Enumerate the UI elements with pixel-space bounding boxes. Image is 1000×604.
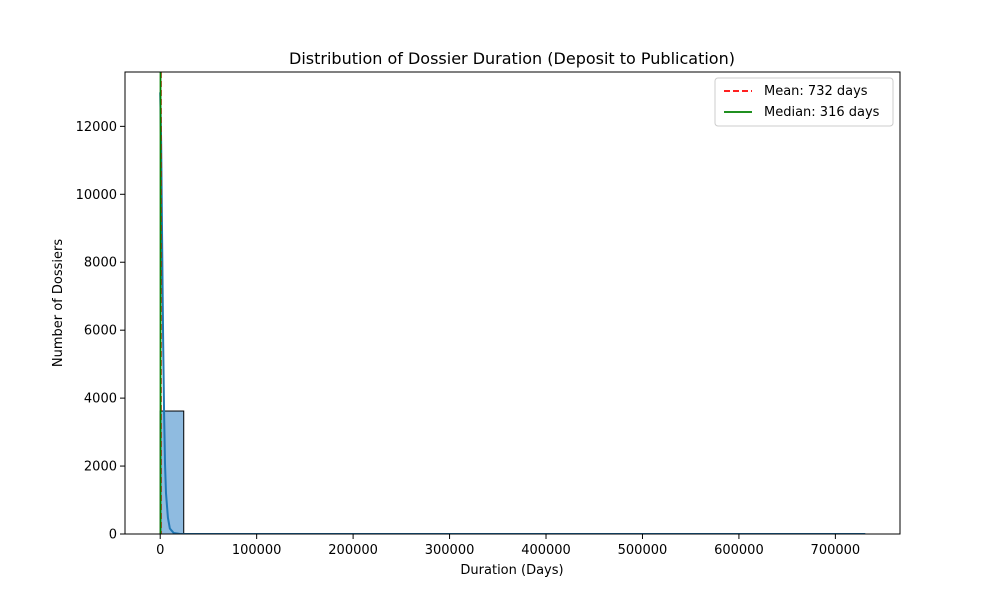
y-tick-label-5: 10000 <box>76 188 117 203</box>
x-tick-label-2: 200000 <box>328 543 378 558</box>
plot-frame <box>124 71 901 535</box>
legend-median-label: Median: 316 days <box>764 105 880 120</box>
x-axis-label: Duration (Days) <box>460 563 563 578</box>
y-axis-label: Number of Dossiers <box>51 239 66 367</box>
y-tick-label-2: 4000 <box>84 392 117 407</box>
y-tick-label-6: 12000 <box>76 120 117 135</box>
chart-title: Distribution of Dossier Duration (Deposi… <box>289 49 735 68</box>
legend-mean-label: Mean: 732 days <box>764 84 868 99</box>
x-tick-label-4: 400000 <box>521 543 571 558</box>
legend-box <box>714 77 894 127</box>
x-tick-label-0: 0 <box>156 543 164 558</box>
x-tick-label-6: 600000 <box>714 543 764 558</box>
y-tick-label-3: 6000 <box>84 324 117 339</box>
x-tick-label-1: 100000 <box>232 543 282 558</box>
y-tick-label-4: 8000 <box>84 256 117 271</box>
x-tick-label-5: 500000 <box>618 543 668 558</box>
y-tick-label-1: 2000 <box>84 460 117 475</box>
kde-line <box>159 92 866 534</box>
x-tick-label-3: 300000 <box>425 543 475 558</box>
y-tick-label-0: 0 <box>109 528 117 543</box>
legend: Mean: 732 days Median: 316 days <box>714 77 894 127</box>
x-tick-label-7: 700000 <box>811 543 861 558</box>
